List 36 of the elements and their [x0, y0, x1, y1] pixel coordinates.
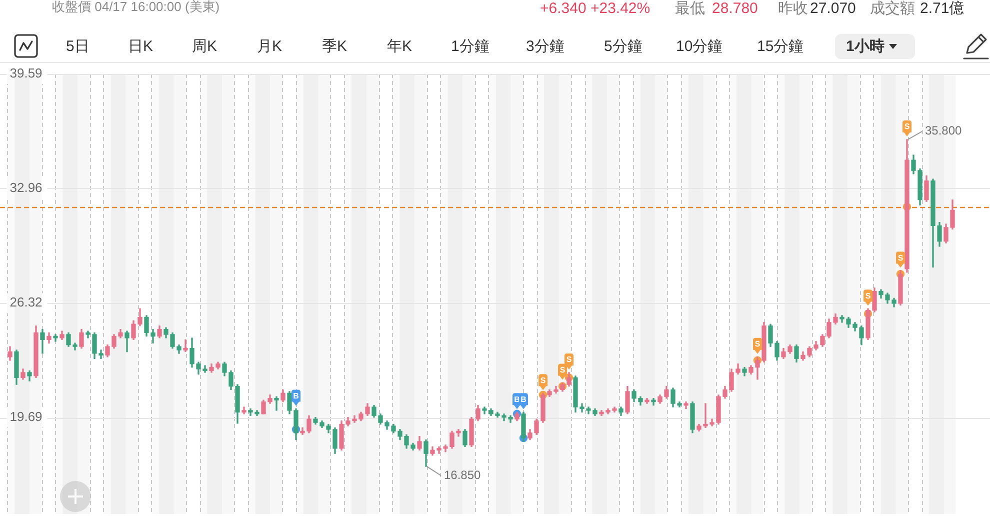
text: B [514, 394, 520, 404]
text: 最低 [675, 0, 705, 18]
y-tick-label: 39.59 [10, 66, 42, 81]
text: S [865, 291, 871, 300]
text: 5日 [66, 38, 90, 56]
text: 成交額 [870, 0, 915, 18]
text: 10分鐘 [676, 38, 723, 56]
text: 5分鐘 [604, 38, 642, 56]
text: 3分鐘 [526, 38, 564, 56]
text: 2.71億 [920, 0, 964, 18]
annotation: 35.800 [925, 124, 962, 138]
text: 季K [322, 38, 348, 56]
y-tick-label: 19.69 [10, 409, 42, 424]
y-tick-label: 32.96 [10, 180, 42, 196]
text: +6.340 +23.42% [540, 0, 650, 18]
text: S [540, 376, 546, 385]
text: 日K [128, 38, 154, 56]
text: B [293, 391, 299, 400]
text: 年K [387, 38, 412, 56]
legend-label: B [520, 394, 527, 404]
text: S [904, 122, 910, 132]
text: 15分鐘 [757, 38, 804, 56]
text: 收盤價 04/17 16:00:00 (美東) [52, 0, 220, 15]
text: S [898, 253, 904, 262]
text: 1分鐘 [451, 38, 490, 56]
text: 27.070 [810, 0, 856, 18]
text: S [754, 340, 760, 349]
text: 周K [192, 38, 218, 56]
annotation: 16.850 [444, 468, 482, 482]
dropdown-button: 1小時 [835, 34, 915, 59]
text: S [566, 355, 572, 364]
text: 昨收 [778, 0, 808, 18]
text: 28.780 [712, 0, 758, 18]
y-tick-label: 26.32 [10, 294, 42, 310]
text: 月K [257, 38, 282, 56]
series-label: S [560, 366, 566, 375]
